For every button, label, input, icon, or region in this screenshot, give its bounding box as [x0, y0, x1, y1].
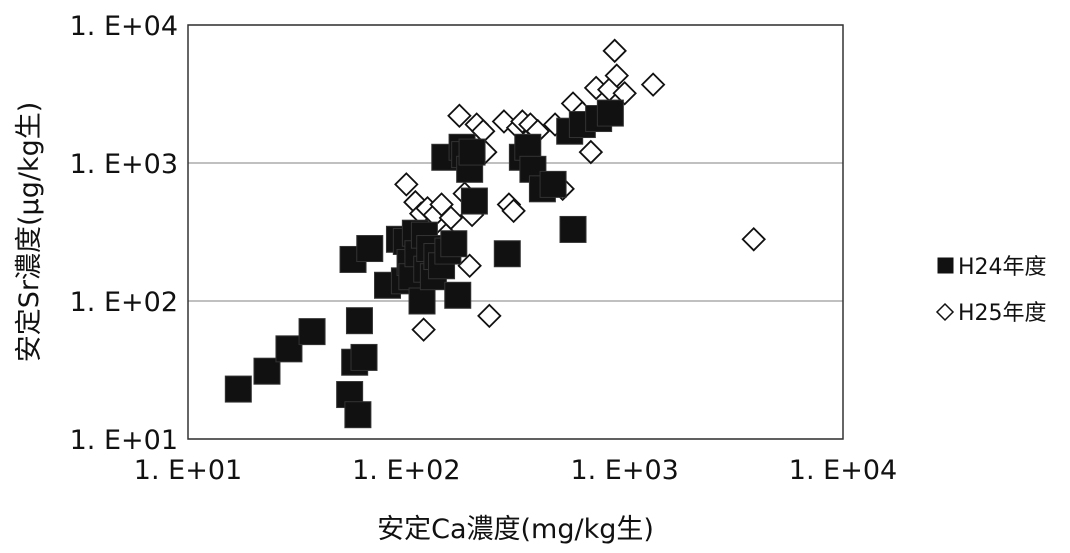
point-h24	[440, 230, 468, 258]
legend: H24年度 H25年度	[935, 255, 1047, 326]
legend-swatch-h24	[937, 257, 954, 274]
point-h24	[458, 138, 486, 166]
x-axis-title: 安定Ca濃度(mg/kg生)	[377, 514, 654, 545]
point-h24	[596, 99, 624, 127]
legend-label-h25: H25年度	[958, 301, 1047, 326]
point-h24	[253, 357, 281, 385]
point-h25	[491, 109, 517, 134]
legend-swatch-h25	[935, 302, 955, 322]
point-h25	[604, 63, 630, 88]
legend-label-h24: H24年度	[958, 255, 1047, 280]
point-h24	[460, 187, 488, 215]
point-h24	[224, 375, 252, 403]
point-h24	[350, 343, 378, 371]
point-h25	[457, 253, 482, 279]
point-h24	[408, 287, 436, 315]
data-points	[224, 38, 766, 429]
point-h25	[438, 205, 464, 231]
point-h24	[559, 215, 587, 243]
point-h25	[447, 103, 472, 129]
y-tick-label: 1. E+04	[70, 11, 178, 42]
point-h25	[741, 227, 766, 252]
point-h25	[602, 38, 627, 64]
x-tick-label: 1. E+04	[789, 455, 897, 486]
point-h25	[411, 317, 436, 342]
y-tick-label: 1. E+01	[70, 425, 178, 456]
point-h25	[394, 172, 419, 197]
x-tick-label: 1. E+01	[134, 455, 242, 486]
y-tick-label: 1. E+02	[70, 287, 178, 318]
point-h25	[640, 72, 666, 97]
point-h25	[501, 198, 526, 224]
grid-layer	[188, 24, 843, 440]
point-h24	[275, 335, 303, 363]
y-axis-title: 安定Sr濃度(μg/kg生)	[14, 102, 45, 363]
point-h24	[298, 318, 326, 346]
axis-ticks: 1. E+01 1. E+02 1. E+03 1. E+04 1. E+01 1. E+…	[70, 11, 898, 486]
point-h24	[539, 170, 567, 198]
point-h24	[356, 235, 384, 263]
x-tick-label: 1. E+02	[352, 455, 460, 486]
point-h24	[345, 307, 373, 335]
point-h24	[344, 401, 372, 429]
x-tick-label: 1. E+03	[570, 455, 678, 486]
y-tick-label: 1. E+03	[70, 149, 178, 180]
point-h24	[444, 281, 472, 309]
point-h25	[612, 81, 637, 106]
point-h25	[477, 303, 502, 329]
point-h25	[578, 139, 604, 165]
plot-area	[187, 24, 844, 440]
point-h24	[493, 240, 521, 268]
